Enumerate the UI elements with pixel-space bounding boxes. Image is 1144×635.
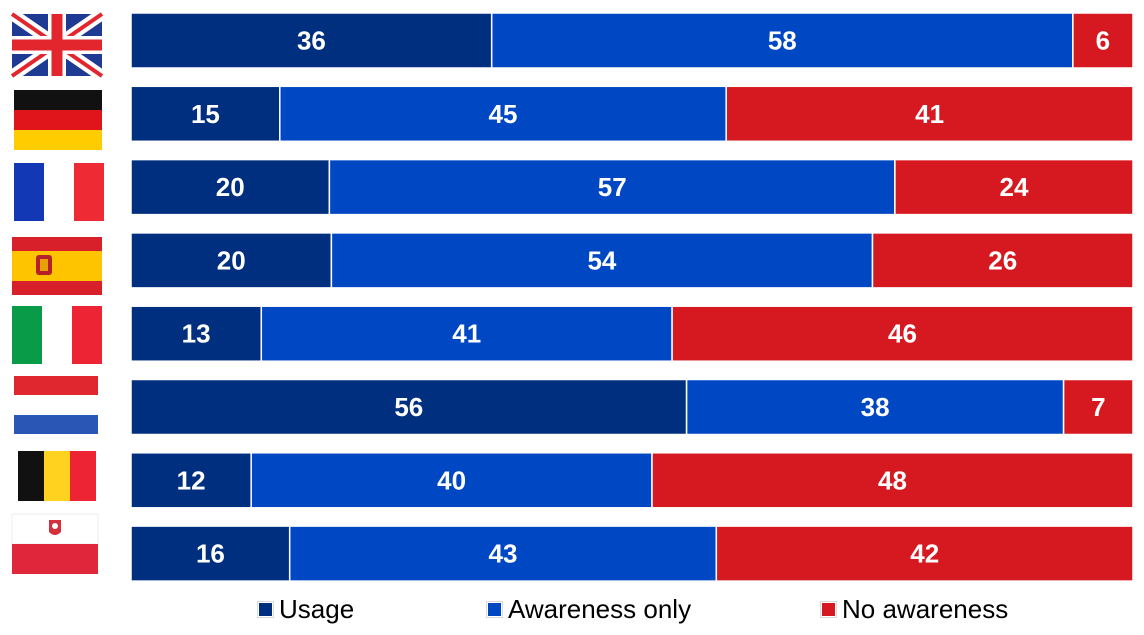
bar-france-no-awareness — [894, 158, 1134, 216]
bar-label-poland-awareness-only: 43 — [489, 539, 518, 569]
bar-label-poland-no-awareness: 42 — [910, 539, 939, 569]
legend-swatch-no-awareness — [820, 600, 837, 618]
bar-poland-usage — [130, 525, 291, 582]
germany-flag-icon — [14, 90, 102, 150]
legend-swatch-awareness-only — [486, 600, 503, 618]
legend-item-no-awareness: No awareness — [820, 593, 1009, 624]
bar-label-spain-no-awareness: 26 — [988, 245, 1017, 275]
spain-flag-icon — [12, 237, 102, 295]
flags-column — [8, 9, 106, 574]
bar-germany-no-awareness — [725, 85, 1134, 143]
bar-label-netherlands-no-awareness: 7 — [1091, 392, 1105, 422]
bar-italy-usage — [130, 305, 263, 362]
bar-poland-no-awareness — [715, 525, 1134, 582]
france-flag-icon — [14, 163, 104, 221]
belgium-flag-icon — [18, 451, 96, 501]
legend-item-awareness-only: Awareness only — [486, 593, 692, 624]
bar-label-netherlands-usage: 56 — [394, 392, 423, 422]
bar-label-france-no-awareness: 24 — [1000, 172, 1029, 202]
legend-label-awareness-only: Awareness only — [508, 593, 692, 624]
bar-netherlands-awareness-only — [685, 378, 1065, 436]
bar-label-germany-awareness-only: 45 — [489, 99, 518, 129]
bar-label-netherlands-awareness-only: 38 — [861, 392, 890, 422]
bar-italy-no-awareness — [671, 305, 1134, 362]
bar-label-spain-awareness-only: 54 — [587, 245, 616, 275]
italy-flag-icon — [12, 306, 102, 364]
bar-netherlands-no-awareness — [1062, 378, 1134, 436]
bar-label-belgium-no-awareness: 48 — [878, 465, 907, 495]
bar-spain-no-awareness — [871, 232, 1134, 289]
bar-belgium-awareness-only — [250, 452, 653, 509]
legend-item-usage: Usage — [257, 593, 355, 624]
bars-group: 36 58 6 15 45 41 20 57 24 20 54 26 13 41 46 56 38 7 12 40 48… — [130, 12, 1134, 582]
bar-belgium-usage — [130, 452, 252, 509]
bar-label-spain-usage: 20 — [217, 245, 246, 275]
bar-united-kingdom-no-awareness — [1072, 12, 1134, 69]
bar-italy-awareness-only — [260, 305, 673, 362]
bar-label-italy-awareness-only: 41 — [452, 319, 481, 349]
bar-label-italy-no-awareness: 46 — [888, 319, 917, 349]
bar-label-belgium-usage: 12 — [177, 465, 206, 495]
legend-label-usage: Usage — [279, 593, 355, 624]
bar-france-usage — [130, 158, 331, 216]
poland-flag-icon — [11, 513, 99, 574]
bar-label-united-kingdom-no-awareness: 6 — [1096, 26, 1110, 56]
bar-label-italy-usage: 13 — [182, 319, 211, 349]
bar-label-united-kingdom-awareness-only: 58 — [768, 26, 797, 56]
bar-belgium-no-awareness — [651, 452, 1134, 509]
united-kingdom-flag-icon — [8, 9, 106, 81]
legend-swatch-usage — [257, 600, 274, 618]
bar-germany-usage — [130, 85, 281, 143]
bar-united-kingdom-awareness-only — [490, 12, 1074, 69]
bar-label-france-awareness-only: 57 — [598, 172, 627, 202]
bar-label-belgium-awareness-only: 40 — [437, 465, 466, 495]
bar-label-germany-usage: 15 — [191, 99, 220, 129]
bar-label-germany-no-awareness: 41 — [915, 99, 944, 129]
bar-label-united-kingdom-usage: 36 — [297, 26, 326, 56]
bar-poland-awareness-only — [288, 525, 718, 582]
bar-label-france-usage: 20 — [216, 172, 245, 202]
bar-netherlands-usage — [130, 378, 688, 436]
bar-france-awareness-only — [328, 158, 896, 216]
bar-spain-usage — [130, 232, 333, 289]
bar-label-poland-usage: 16 — [196, 539, 225, 569]
bar-spain-awareness-only — [330, 232, 874, 289]
bar-germany-awareness-only — [279, 85, 727, 143]
legend: Usage Awareness only No awareness — [0, 588, 1144, 632]
chart-area: 36 58 6 15 45 41 20 57 24 20 54 26 13 41 46 56 38 7 12 40 48… — [8, 9, 1134, 582]
netherlands-flag-icon — [14, 376, 98, 434]
legend-label-no-awareness: No awareness — [842, 593, 1009, 624]
